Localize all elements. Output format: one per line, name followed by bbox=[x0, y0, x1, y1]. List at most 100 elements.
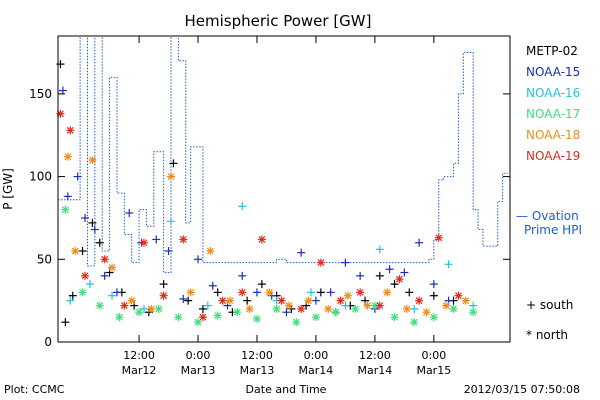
plot-frame bbox=[57, 35, 511, 343]
data-point bbox=[139, 238, 148, 247]
series-noaa-16 bbox=[66, 202, 478, 313]
data-point bbox=[81, 271, 90, 280]
data-point bbox=[383, 288, 392, 297]
data-point bbox=[71, 247, 80, 256]
data-point bbox=[127, 296, 136, 305]
data-point bbox=[390, 313, 399, 322]
data-point bbox=[100, 271, 109, 280]
data-point bbox=[174, 313, 183, 322]
data-point bbox=[375, 245, 384, 254]
data-point bbox=[351, 304, 360, 313]
series-noaa-18 bbox=[63, 152, 470, 317]
x-tick-time: 12:00 bbox=[359, 349, 391, 362]
data-markers bbox=[56, 60, 478, 327]
legend-item-noaa-17: NOAA-17 bbox=[526, 107, 580, 121]
marker-legend-south: + south bbox=[526, 298, 573, 312]
data-point bbox=[410, 318, 419, 327]
data-point bbox=[120, 301, 129, 310]
y-axis: 0 50 100 150 bbox=[29, 87, 510, 349]
series-noaa-17 bbox=[61, 205, 478, 327]
data-point bbox=[316, 258, 325, 267]
data-point bbox=[66, 126, 75, 135]
data-point bbox=[252, 314, 261, 323]
data-point bbox=[167, 172, 175, 181]
data-point bbox=[164, 247, 173, 256]
data-point bbox=[108, 291, 117, 300]
x-tick-date: Mar14 bbox=[358, 364, 393, 377]
ovation-series bbox=[58, 35, 508, 274]
data-point bbox=[405, 288, 414, 297]
y-tick-label: 0 bbox=[44, 335, 52, 349]
data-point bbox=[78, 288, 87, 297]
legend-item-noaa-19: NOAA-19 bbox=[526, 149, 580, 163]
data-point bbox=[78, 247, 87, 256]
data-point bbox=[184, 296, 193, 305]
data-point bbox=[356, 288, 365, 297]
series-metp-02 bbox=[56, 60, 458, 327]
data-point bbox=[326, 288, 335, 297]
data-point bbox=[410, 304, 419, 313]
data-point bbox=[198, 313, 207, 322]
data-point bbox=[203, 301, 212, 310]
data-point bbox=[265, 288, 274, 297]
data-point bbox=[108, 263, 117, 272]
data-point bbox=[63, 192, 72, 201]
legend-item-noaa-18: NOAA-18 bbox=[526, 128, 580, 142]
data-point bbox=[167, 217, 175, 226]
y-tick-label: 50 bbox=[37, 252, 52, 266]
data-point bbox=[336, 296, 345, 305]
data-point bbox=[415, 238, 424, 247]
data-point bbox=[454, 291, 463, 300]
data-point bbox=[422, 308, 431, 317]
ovation-label-2: Prime HPI bbox=[524, 223, 582, 237]
plot-timestamp: 2012/03/15 07:50:08 bbox=[464, 383, 580, 396]
data-point bbox=[66, 296, 75, 305]
y-axis-label: P [GW] bbox=[1, 168, 15, 210]
data-point bbox=[152, 235, 161, 244]
legend-item-noaa-15: NOAA-15 bbox=[526, 65, 580, 79]
data-point bbox=[88, 218, 97, 227]
x-tick-time: 0:00 bbox=[304, 349, 329, 362]
data-point bbox=[218, 296, 227, 305]
data-point bbox=[154, 304, 163, 313]
data-point bbox=[429, 291, 438, 300]
data-point bbox=[73, 172, 82, 181]
x-tick-date: Mar14 bbox=[299, 364, 334, 377]
series-noaa-19 bbox=[56, 109, 463, 322]
data-point bbox=[243, 296, 252, 305]
data-point bbox=[469, 308, 478, 317]
data-point bbox=[68, 291, 77, 300]
data-point bbox=[225, 296, 234, 305]
data-point bbox=[304, 296, 313, 305]
data-point bbox=[159, 280, 168, 289]
data-point bbox=[390, 280, 399, 289]
data-point bbox=[208, 281, 217, 290]
data-point bbox=[85, 280, 94, 289]
data-point bbox=[147, 304, 156, 313]
series-noaa-15 bbox=[58, 86, 453, 317]
y-tick-label: 100 bbox=[29, 170, 52, 184]
data-point bbox=[395, 275, 404, 284]
data-point bbox=[88, 156, 97, 165]
x-tick-date: Mar13 bbox=[181, 364, 216, 377]
data-point bbox=[63, 152, 72, 161]
x-tick-time: 12:00 bbox=[241, 349, 273, 362]
x-tick-time: 0:00 bbox=[186, 349, 211, 362]
data-point bbox=[233, 308, 242, 317]
data-point bbox=[341, 258, 350, 267]
ovation-label-1: — Ovation bbox=[516, 209, 579, 223]
data-point bbox=[238, 288, 247, 297]
chart-title: Hemispheric Power [GW] bbox=[185, 12, 372, 30]
data-point bbox=[90, 225, 99, 234]
data-point bbox=[400, 268, 409, 277]
data-point bbox=[284, 301, 293, 310]
data-point bbox=[331, 308, 340, 317]
data-point bbox=[402, 304, 411, 313]
data-point bbox=[245, 304, 254, 313]
data-point bbox=[135, 308, 144, 317]
data-point bbox=[238, 202, 247, 211]
data-point bbox=[461, 296, 470, 305]
x-tick-time: 0:00 bbox=[421, 349, 446, 362]
data-point bbox=[252, 288, 261, 297]
